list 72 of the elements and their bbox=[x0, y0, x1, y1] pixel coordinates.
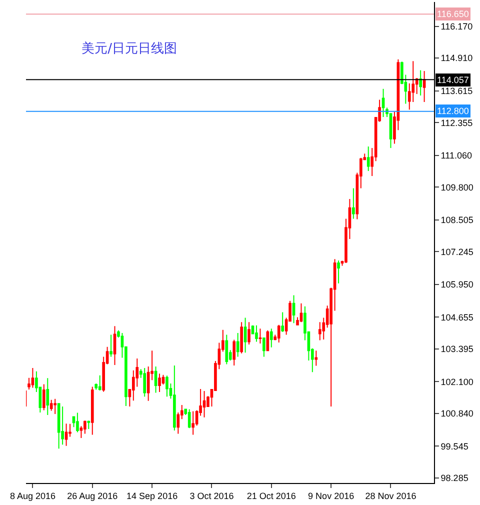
candlestick bbox=[258, 328, 262, 344]
y-tick-label: 107.245 bbox=[440, 246, 474, 257]
x-tick-label: 3 Oct 2016 bbox=[190, 490, 234, 501]
x-tick-label: 28 Nov 2016 bbox=[365, 490, 416, 501]
candlestick bbox=[158, 373, 161, 393]
candlestick bbox=[173, 365, 176, 431]
y-tick-label: 98.285 bbox=[440, 473, 468, 484]
candlestick bbox=[57, 403, 60, 450]
x-tick-label: 8 Aug 2016 bbox=[10, 490, 56, 501]
candlestick bbox=[61, 406, 64, 446]
candlestick bbox=[419, 70, 422, 96]
x-tick-label: 26 Aug 2016 bbox=[67, 490, 118, 501]
candlestick bbox=[54, 398, 56, 415]
candlestick bbox=[318, 322, 322, 341]
candlestick bbox=[277, 324, 280, 344]
candlestick bbox=[292, 294, 296, 324]
y-tick-label: 103.395 bbox=[440, 344, 474, 354]
candlestick bbox=[240, 322, 243, 354]
candlestick bbox=[50, 399, 53, 412]
y-tick-label: 104.655 bbox=[440, 312, 474, 322]
candlestick bbox=[192, 410, 194, 436]
x-tick-label: 21 Oct 2016 bbox=[246, 490, 296, 501]
y-tick-label: 116.170 bbox=[440, 21, 473, 32]
x-tick-label: 14 Sep 2016 bbox=[126, 490, 178, 501]
y-tick-label: 105.950 bbox=[440, 280, 474, 290]
candlestick bbox=[422, 70, 426, 103]
y-tick-label: 108.505 bbox=[440, 215, 474, 226]
y-tick-label: 111.060 bbox=[440, 150, 472, 160]
y-tick-label: 112.355 bbox=[440, 118, 473, 128]
candlestick bbox=[188, 408, 191, 429]
y-tick-label: 99.545 bbox=[440, 441, 468, 452]
candlestick bbox=[262, 337, 266, 358]
y-tick-label: 100.840 bbox=[440, 408, 474, 419]
candlestick bbox=[154, 366, 158, 394]
candlestick bbox=[72, 416, 76, 428]
candlestick bbox=[110, 334, 112, 358]
ref-line-label: 114.057 bbox=[437, 75, 469, 85]
candlestick bbox=[87, 420, 90, 430]
candlestick bbox=[42, 384, 46, 411]
candlestick bbox=[113, 326, 116, 366]
ref-line-label: 112.800 bbox=[437, 106, 469, 116]
candlestick bbox=[98, 374, 102, 392]
candlestick bbox=[166, 375, 168, 398]
text: 美元/日元日线图 bbox=[82, 40, 177, 57]
candlestick bbox=[366, 146, 370, 172]
candlestick bbox=[143, 368, 146, 398]
candlestick bbox=[31, 368, 34, 388]
candlestick bbox=[84, 420, 86, 434]
candlestick bbox=[337, 260, 340, 284]
ref-line-label: 116.650 bbox=[437, 9, 469, 19]
candlestick bbox=[90, 386, 94, 436]
candlestick bbox=[255, 324, 258, 342]
candlestick bbox=[236, 332, 240, 358]
candlestick bbox=[244, 317, 247, 354]
candlestick bbox=[76, 412, 79, 433]
y-tick-label: 109.800 bbox=[440, 182, 474, 192]
candlestick bbox=[248, 322, 250, 346]
candlestick bbox=[270, 328, 273, 348]
candlestick bbox=[202, 390, 206, 418]
candlestick bbox=[281, 312, 284, 332]
y-tick-label: 114.910 bbox=[440, 53, 473, 64]
candlestick bbox=[300, 302, 303, 323]
x-tick-label: 9 Nov 2016 bbox=[308, 490, 354, 501]
y-tick-label: 102.100 bbox=[440, 376, 474, 387]
candlestick bbox=[352, 188, 355, 220]
candlestick bbox=[314, 350, 318, 366]
candlestick bbox=[46, 378, 50, 416]
y-tick-label: 113.615 bbox=[440, 86, 473, 96]
candlestick bbox=[225, 334, 228, 365]
candlestick bbox=[64, 423, 68, 446]
candlestick bbox=[382, 88, 385, 118]
candlestick bbox=[232, 339, 236, 366]
